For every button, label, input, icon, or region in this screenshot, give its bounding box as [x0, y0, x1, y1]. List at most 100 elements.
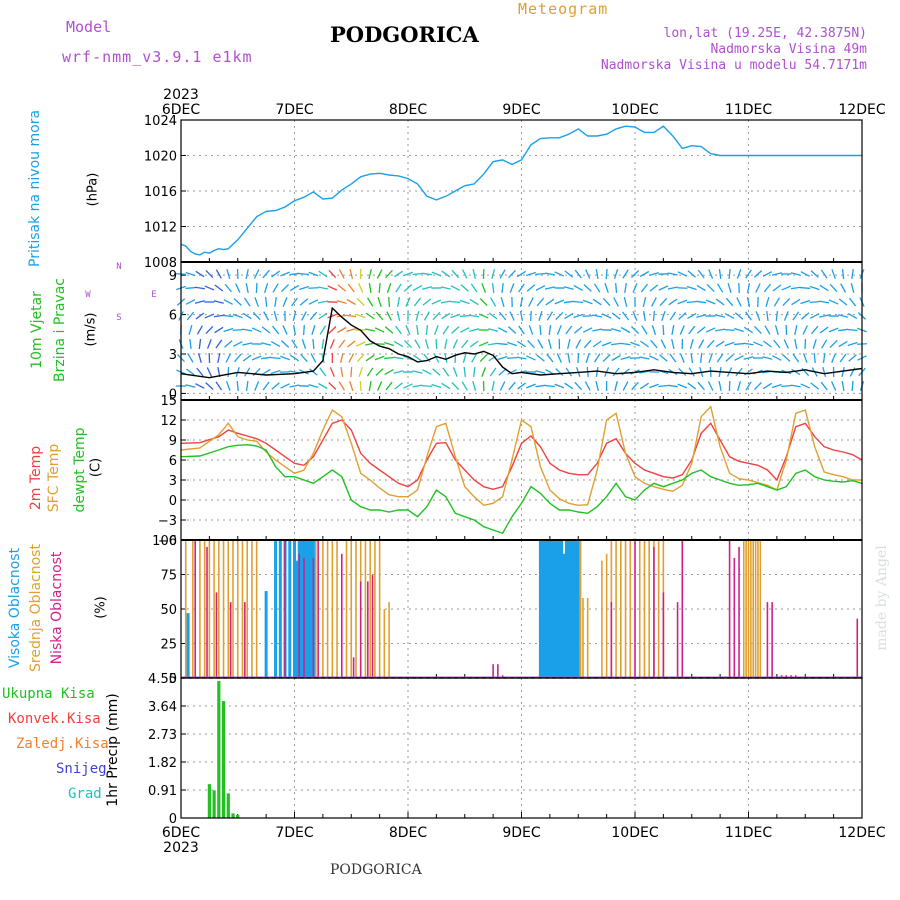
wind-barb: [423, 311, 430, 321]
wind-barb: [687, 313, 697, 319]
y-tick-label: 1008: [144, 256, 177, 271]
wind-barb: [755, 311, 761, 321]
cloud-bar: [569, 540, 573, 678]
wind-barb: [781, 385, 792, 387]
wind-barb: [508, 381, 516, 391]
y-tick-label: 6: [169, 454, 177, 469]
y-tick-label: 75: [160, 569, 177, 584]
wind-barb: [205, 269, 214, 279]
wind-barb: [194, 300, 205, 304]
wind-barb: [395, 283, 402, 293]
wind-barb: [388, 296, 391, 308]
wind-barb: [365, 312, 375, 320]
wind-barb: [274, 296, 277, 308]
wind-barb: [771, 383, 782, 389]
cloud-bar: [572, 540, 576, 678]
wind-barb: [518, 283, 525, 293]
wind-barb: [519, 296, 524, 308]
wind-barb: [819, 284, 829, 292]
cloud-bar: [548, 540, 552, 678]
wind-barb: [851, 268, 854, 280]
wind-barb: [213, 314, 224, 318]
wind-barb: [737, 381, 742, 391]
precip-bar: [226, 793, 230, 818]
wind-barb: [848, 297, 857, 307]
wind-barb: [317, 286, 328, 290]
wind-barb: [317, 300, 328, 304]
wind-barb: [244, 367, 251, 377]
wind-barb: [312, 338, 315, 350]
cloud-bar: [742, 540, 745, 678]
wind-barb: [678, 312, 687, 320]
y-tick-label: 1012: [144, 221, 177, 236]
wind-barb: [186, 311, 195, 321]
wind-barb: [528, 325, 534, 335]
wind-barb: [431, 271, 442, 277]
wind-barb: [611, 312, 621, 320]
wind-barb: [620, 326, 631, 334]
wind-barb: [469, 314, 480, 318]
cloud-bar: [541, 540, 545, 678]
wind-barb: [743, 342, 754, 346]
cloud-bar: [331, 540, 334, 678]
wind-barb: [479, 297, 488, 307]
wind-barb: [696, 314, 707, 318]
cloud-bar: [293, 540, 296, 678]
wind-barb: [308, 383, 319, 389]
wind-barb: [289, 272, 300, 276]
wind-barb: [338, 269, 345, 279]
wind-barb: [838, 298, 848, 306]
wind-barb: [639, 356, 650, 360]
wind-barb: [355, 341, 366, 347]
wind-barb: [206, 339, 212, 349]
wind-barb: [215, 339, 223, 349]
wind-barb: [851, 380, 854, 392]
wind-barb: [700, 352, 703, 364]
wind-barb: [841, 366, 845, 378]
wind-barb: [605, 268, 608, 280]
wind-barb: [368, 282, 372, 294]
wind-barb: [432, 368, 441, 376]
wind-barb: [639, 340, 649, 348]
wind-barb: [261, 356, 272, 360]
wind-barb: [280, 355, 290, 361]
cloud-bar: [555, 540, 559, 678]
wind-barb: [828, 299, 839, 305]
wind-barb: [820, 269, 828, 279]
wind-barb: [444, 338, 448, 350]
wind-barb: [301, 311, 307, 321]
cloud-bar: [359, 581, 362, 678]
wind-barb: [431, 299, 442, 305]
cloud-bar: [367, 581, 369, 678]
wind-barb: [734, 327, 744, 333]
wind-barb: [376, 381, 383, 391]
wind-barb: [309, 311, 318, 321]
wind-barb: [812, 339, 817, 349]
cloud-bar: [750, 540, 752, 678]
wind-barb: [809, 301, 820, 303]
wind-barb: [463, 366, 467, 378]
cloud-bar: [754, 540, 757, 678]
wind-barb: [781, 285, 792, 291]
wind-barb: [242, 312, 252, 320]
wind-barb: [261, 326, 271, 334]
cloud-bar: [244, 602, 246, 678]
cloud-bar: [648, 540, 650, 678]
wind-barb: [677, 299, 688, 305]
wind-barb: [622, 269, 629, 279]
wind-barb: [217, 352, 221, 364]
cloud-bar: [497, 664, 499, 678]
cloud-bar: [550, 540, 554, 678]
cloud-bar: [304, 540, 308, 678]
wind-barb: [393, 340, 404, 348]
wind-barb: [662, 324, 665, 336]
wind-barb: [349, 268, 354, 280]
cloud-bar: [610, 602, 613, 678]
wind-barb: [189, 338, 192, 350]
cloud-bar: [246, 540, 249, 678]
date-label-bottom: 7DEC: [275, 825, 314, 841]
wind-barb: [671, 338, 675, 350]
wind-barb: [800, 299, 811, 305]
wind-barb: [423, 353, 431, 363]
wind-barb: [301, 339, 307, 349]
